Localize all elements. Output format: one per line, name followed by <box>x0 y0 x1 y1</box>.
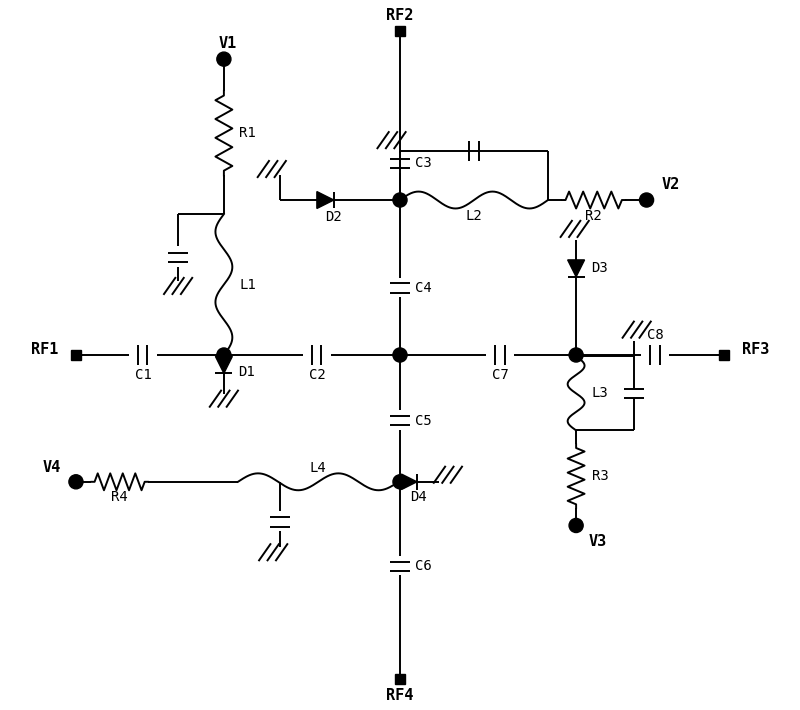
Text: L2: L2 <box>466 209 482 222</box>
Polygon shape <box>215 356 232 373</box>
Circle shape <box>393 475 407 489</box>
Text: L4: L4 <box>310 461 326 475</box>
Text: C5: C5 <box>415 413 432 427</box>
Text: D2: D2 <box>325 210 342 224</box>
Text: R2: R2 <box>586 209 602 222</box>
Bar <box>394 26 406 36</box>
Text: R4: R4 <box>111 491 128 504</box>
Bar <box>70 350 82 360</box>
Text: RF1: RF1 <box>31 342 58 357</box>
Text: C2: C2 <box>309 368 326 382</box>
Circle shape <box>639 193 654 207</box>
Text: V4: V4 <box>42 460 61 475</box>
Circle shape <box>393 193 407 207</box>
Circle shape <box>569 518 583 532</box>
Circle shape <box>569 348 583 362</box>
Text: L3: L3 <box>592 386 608 400</box>
Bar <box>718 350 730 360</box>
Circle shape <box>69 475 83 489</box>
Text: L1: L1 <box>239 278 256 292</box>
Text: R1: R1 <box>239 126 256 140</box>
Text: RF4: RF4 <box>386 689 414 704</box>
Text: D4: D4 <box>410 491 427 504</box>
Circle shape <box>217 348 231 362</box>
Text: V3: V3 <box>589 534 607 549</box>
Text: R3: R3 <box>592 469 608 484</box>
Text: C1: C1 <box>134 368 151 382</box>
Circle shape <box>393 348 407 362</box>
Bar <box>394 674 406 684</box>
Text: D1: D1 <box>238 365 254 379</box>
Text: V1: V1 <box>218 36 237 51</box>
Text: C8: C8 <box>646 328 663 342</box>
Text: RF2: RF2 <box>386 8 414 23</box>
Text: D3: D3 <box>592 261 608 275</box>
Text: C3: C3 <box>415 156 432 170</box>
Text: C6: C6 <box>415 559 432 574</box>
Text: RF3: RF3 <box>742 342 769 357</box>
Polygon shape <box>317 192 334 209</box>
Text: C4: C4 <box>415 281 432 295</box>
Text: V2: V2 <box>662 177 680 192</box>
Polygon shape <box>568 260 585 277</box>
Polygon shape <box>402 474 417 490</box>
Circle shape <box>217 52 231 66</box>
Text: C7: C7 <box>492 368 509 382</box>
